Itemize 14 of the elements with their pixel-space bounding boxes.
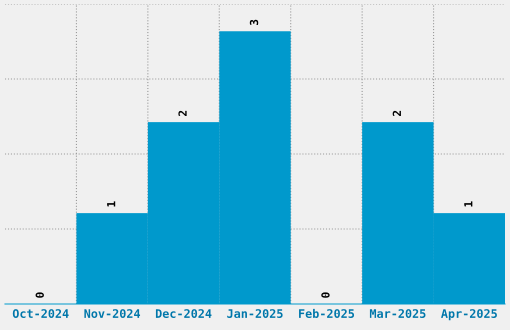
- data-label: 2: [178, 110, 187, 116]
- data-label: 1: [464, 201, 472, 207]
- data-label: 3: [250, 20, 258, 26]
- data-label: 0: [321, 292, 330, 298]
- x-tick-label: Nov-2024: [84, 309, 140, 318]
- x-tick-label: Dec-2024: [156, 309, 212, 318]
- x-tick-label: Oct-2024: [12, 309, 69, 318]
- x-tick-label: Jan-2025: [227, 309, 283, 318]
- x-tick-label: Mar-2025: [370, 309, 426, 318]
- x-tick-label: Apr-2025: [441, 309, 497, 320]
- x-tick-label: Feb-2025: [299, 308, 354, 318]
- data-label: 2: [392, 110, 401, 116]
- data-label: 1: [107, 201, 116, 207]
- data-label: 0: [36, 292, 44, 298]
